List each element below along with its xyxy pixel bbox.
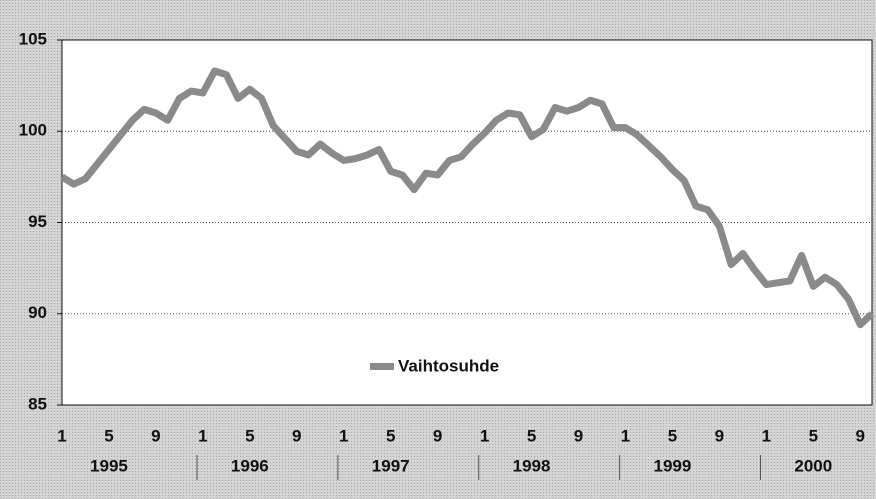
x-tick-label: 9	[292, 426, 301, 445]
year-label: 1995	[90, 456, 128, 475]
x-tick-label: 5	[386, 426, 395, 445]
y-tick-label: 85	[28, 394, 47, 413]
x-tick-label: 5	[245, 426, 254, 445]
x-tick-label: 9	[715, 426, 724, 445]
year-label: 1998	[513, 456, 551, 475]
x-tick-label: 5	[809, 426, 818, 445]
line	[60, 67, 875, 329]
x-tick-label: 1	[480, 426, 489, 445]
legend-label: Vaihtosuhde	[398, 356, 499, 375]
x-tick-label: 1	[339, 426, 348, 445]
y-tick-label: 100	[19, 121, 47, 140]
year-label: 2000	[794, 456, 832, 475]
x-tick-label: 5	[527, 426, 536, 445]
y-tick-label: 105	[19, 29, 47, 48]
x-tick-label: 9	[151, 426, 160, 445]
x-tick-label: 1	[57, 426, 66, 445]
x-tick-label: 1	[621, 426, 630, 445]
year-label: 1996	[231, 456, 269, 475]
y-tick-label: 90	[28, 303, 47, 322]
x-tick-label: 9	[856, 426, 865, 445]
year-label: 1999	[654, 456, 692, 475]
y-tick-label: 95	[28, 212, 47, 231]
x-tick-label: 9	[574, 426, 583, 445]
x-tick-label: 9	[433, 426, 442, 445]
x-tick-label: 5	[668, 426, 677, 445]
year-label: 1997	[372, 456, 410, 475]
x-tick-label: 1	[762, 426, 771, 445]
x-tick-label: 5	[104, 426, 113, 445]
legend-swatch	[370, 363, 394, 370]
x-tick-label: 1	[198, 426, 207, 445]
